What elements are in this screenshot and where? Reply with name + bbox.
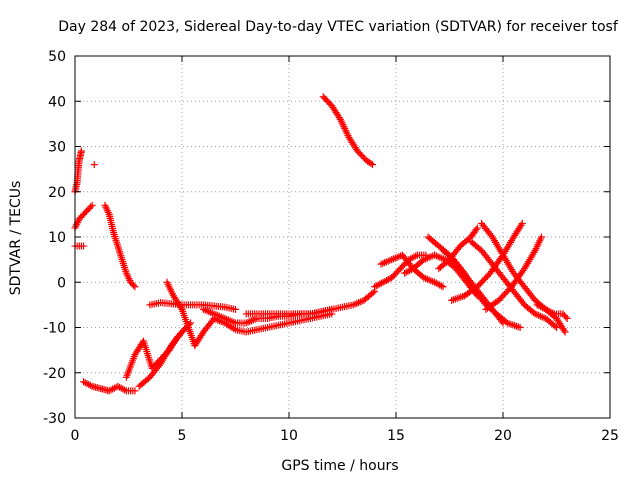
data-point <box>561 328 569 336</box>
data-point <box>367 159 375 167</box>
y-axis-label: SDTVAR / TECUs <box>8 181 24 296</box>
axis-ticks: 0 5 10 15 20 25 -30 -20 -10 0 10 20 30 40 50 <box>43 49 619 444</box>
data-point <box>335 114 343 122</box>
data-point <box>518 219 526 227</box>
data-point <box>369 289 377 297</box>
y-tick-label: -30 <box>43 411 66 427</box>
x-tick-label: 10 <box>280 428 298 444</box>
data-point <box>437 282 445 290</box>
y-tick-label: 40 <box>48 94 66 110</box>
data-point <box>516 324 524 331</box>
data-series-arc-desc-19to23h <box>478 219 569 336</box>
data-series-isolated-point <box>90 161 98 169</box>
data-series-arc-hump-4to7h <box>163 278 218 350</box>
data-series-arc-rise-17to19h <box>435 224 481 273</box>
data-series-arc-rise-19to22h <box>482 233 546 313</box>
x-tick-label: 25 <box>601 428 619 444</box>
x-tick-label: 5 <box>178 428 187 444</box>
data-point <box>549 309 557 317</box>
data-point <box>131 283 139 291</box>
data-point <box>487 231 495 239</box>
data-point <box>563 314 571 322</box>
data-series-arc-band-6to12h-a <box>210 310 336 336</box>
data-series-arc-early-low <box>71 242 88 250</box>
data-point <box>562 313 570 321</box>
data-series-arc-early-high <box>71 147 85 196</box>
data-point <box>517 221 525 229</box>
data-point <box>368 161 376 169</box>
y-tick-label: 30 <box>48 140 66 156</box>
y-tick-label: 10 <box>48 230 66 246</box>
x-axis-label: GPS time / hours <box>281 458 398 474</box>
data-series-arc-descending-2h <box>101 201 139 291</box>
data-point <box>459 268 467 276</box>
y-tick-label: 20 <box>48 185 66 201</box>
data-point <box>155 361 163 369</box>
data-point <box>551 322 559 330</box>
data-series-arc-tail-22to23h <box>533 301 571 322</box>
data-point <box>131 387 139 395</box>
data-point <box>88 201 96 209</box>
data-point <box>90 161 98 169</box>
data-series-arc-desc-18to22h <box>467 238 560 331</box>
y-tick-label: 0 <box>57 275 66 291</box>
data-point <box>412 252 420 260</box>
y-tick-label: -10 <box>43 321 66 337</box>
data-series-arc-mid-14to18h-a <box>371 251 430 291</box>
data-point <box>472 225 480 233</box>
x-tick-label: 20 <box>494 428 512 444</box>
data-point <box>560 326 568 334</box>
x-tick-label: 15 <box>387 428 405 444</box>
data-point <box>439 283 447 291</box>
data-point <box>129 281 137 289</box>
data-point <box>77 147 85 155</box>
data-series-arc-high-12to14h <box>319 93 376 169</box>
x-tick-label: 0 <box>71 428 80 444</box>
y-tick-label: -20 <box>43 366 66 382</box>
chart-title: Day 284 of 2023, Sidereal Day-to-day VTE… <box>58 19 619 35</box>
data-point <box>538 233 546 241</box>
data-point <box>87 203 95 211</box>
data-series-arc-bottom-0to3h <box>80 378 139 395</box>
data-point <box>80 242 88 250</box>
data-series-arc-rising-3to6h <box>135 319 195 390</box>
data-series-arc-band-8to14h <box>242 287 379 318</box>
data-series-arc-rise-17to21h <box>448 219 526 304</box>
data-point <box>232 305 239 313</box>
data-series-arc-early-mid <box>71 201 96 232</box>
data-points <box>71 93 571 395</box>
grid-lines <box>75 56 610 418</box>
data-point <box>473 224 481 232</box>
data-point <box>121 386 129 394</box>
data-point <box>86 381 94 389</box>
data-series-arc-flat-3to8h <box>146 299 239 313</box>
y-tick-label: 50 <box>48 49 66 65</box>
